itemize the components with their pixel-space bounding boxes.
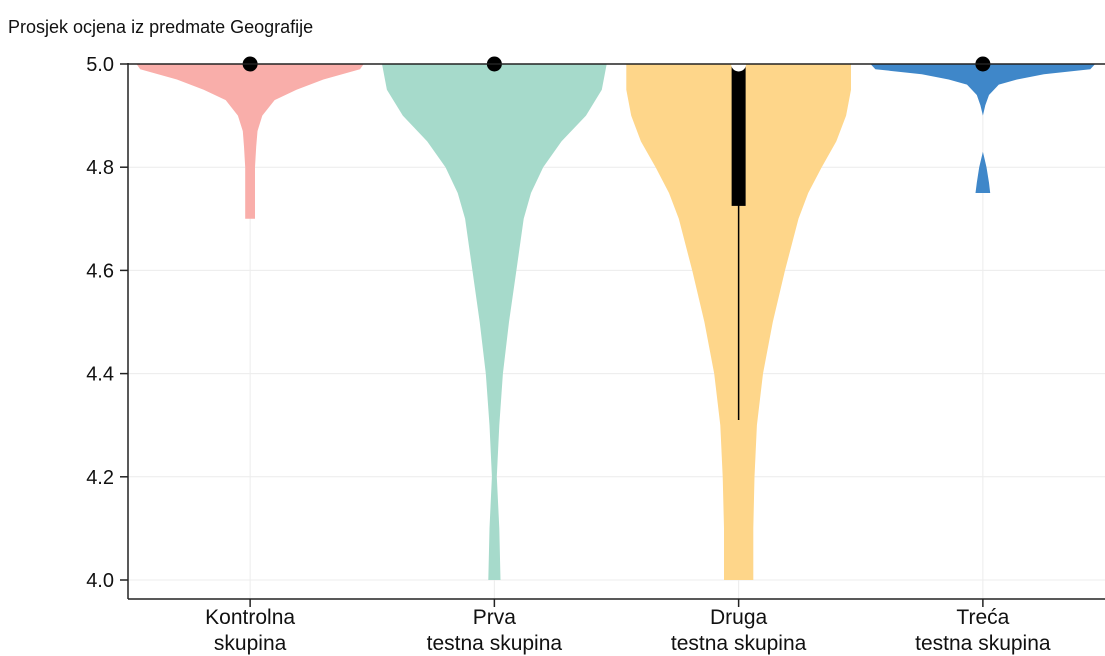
violins xyxy=(136,56,1096,580)
y-tick-label-5: 5.0 xyxy=(86,54,114,76)
y-tick-label-3: 4.6 xyxy=(86,260,114,282)
iqr-box-2 xyxy=(731,64,746,206)
x-tick-label-1: Prva testna skupina xyxy=(427,606,563,655)
y-ticks: 4.0 4.2 4.4 4.6 4.8 5.0 xyxy=(86,54,128,592)
axes xyxy=(127,63,1105,600)
x-tick-label-line-2-0: Druga xyxy=(710,606,768,629)
violin-body-0 xyxy=(136,64,364,219)
x-tick-label-3: Treća testna skupina xyxy=(915,606,1051,655)
y-tick-label-0: 4.0 xyxy=(86,570,114,592)
x-tick-label-line-3-0: Treća xyxy=(956,606,1009,629)
y-axis-title: Prosjek ocjena iz predmate Geografije xyxy=(8,17,313,37)
x-tick-label-line-1-0: Prva xyxy=(473,606,517,629)
violin-body-1 xyxy=(382,64,607,580)
violin-body-3 xyxy=(870,64,1096,193)
x-ticks: Kontrolna skupina Prva testna skupina Druga t… xyxy=(205,599,1051,655)
y-tick-label-1: 4.2 xyxy=(86,467,114,489)
x-tick-label-line-2-1: testna skupina xyxy=(671,632,807,655)
grid-lines xyxy=(128,63,1105,599)
x-tick-label-2: Druga testna skupina xyxy=(671,606,807,655)
x-tick-label-line-0-0: Kontrolna xyxy=(205,606,295,629)
y-tick-label-4: 4.8 xyxy=(86,157,114,179)
x-tick-label-line-3-1: testna skupina xyxy=(915,632,1051,655)
x-tick-label-line-1-1: testna skupina xyxy=(427,632,563,655)
x-tick-label-0: Kontrolna skupina xyxy=(205,606,295,655)
x-tick-label-line-0-1: skupina xyxy=(214,632,287,655)
y-tick-label-2: 4.4 xyxy=(86,364,114,386)
